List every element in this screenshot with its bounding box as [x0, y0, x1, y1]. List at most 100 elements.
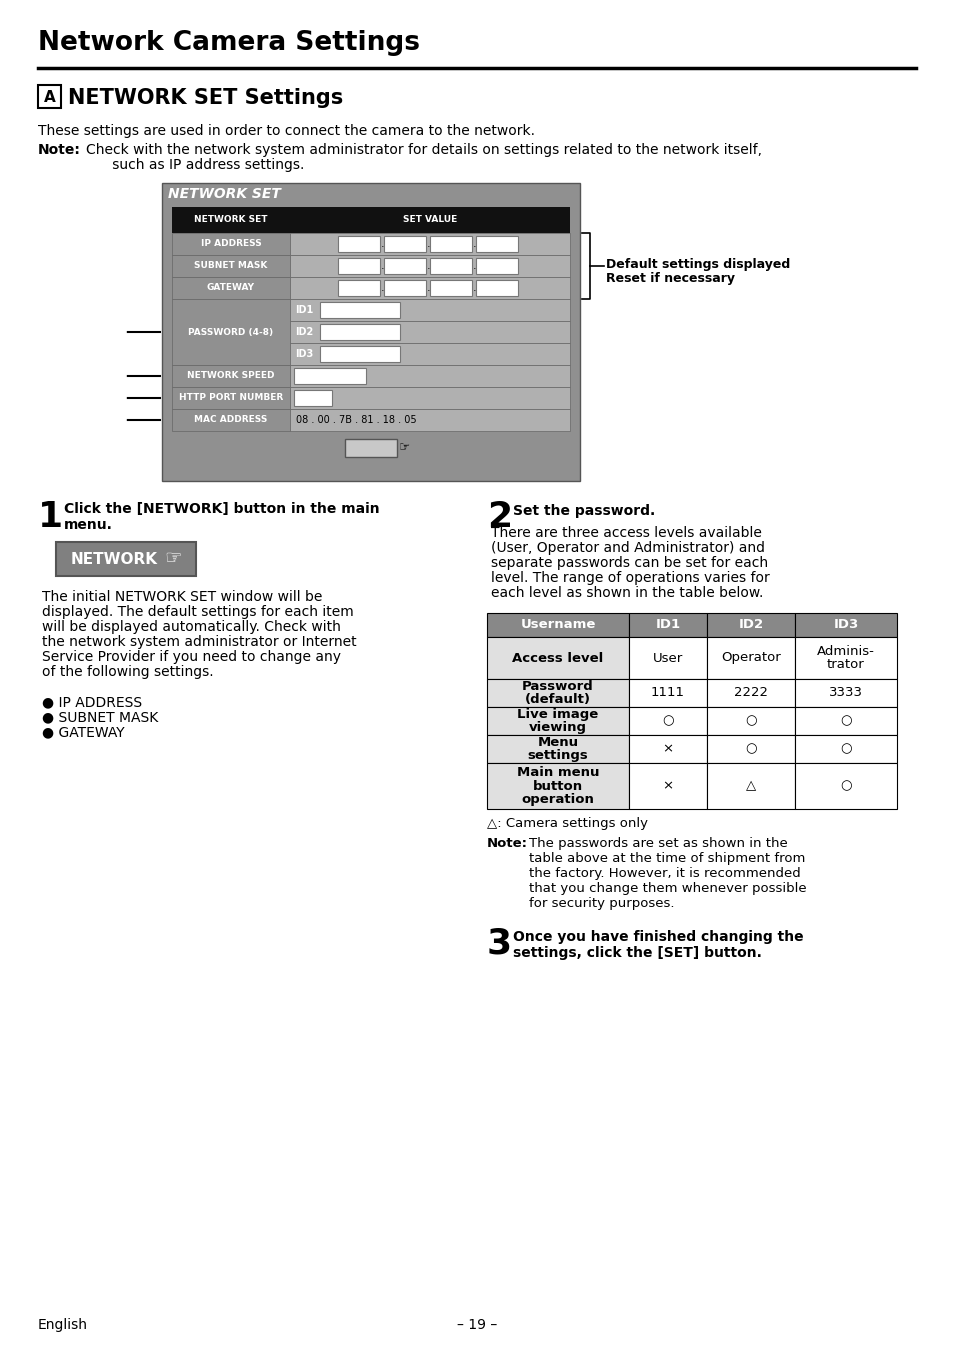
- Bar: [706, 637, 794, 679]
- Text: PASSWORD (4-8): PASSWORD (4-8): [189, 327, 274, 337]
- Bar: [384, 280, 426, 296]
- Text: ID1: ID1: [655, 618, 679, 631]
- Bar: [486, 735, 628, 763]
- Text: NETWORK SET: NETWORK SET: [168, 187, 280, 201]
- Text: Service Provider if you need to change any: Service Provider if you need to change a…: [42, 650, 340, 664]
- Bar: [345, 439, 396, 457]
- Text: Note:: Note:: [38, 143, 81, 157]
- Text: ○: ○: [661, 714, 673, 727]
- Text: ID2: ID2: [738, 618, 762, 631]
- Bar: [628, 679, 706, 707]
- Text: each level as shown in the table below.: each level as shown in the table below.: [491, 585, 762, 600]
- Bar: [486, 637, 628, 679]
- Text: .: .: [380, 261, 384, 270]
- Bar: [172, 256, 290, 277]
- Text: 3: 3: [113, 393, 121, 403]
- Bar: [337, 237, 379, 251]
- Text: NETWORK SET Settings: NETWORK SET Settings: [68, 88, 343, 108]
- Text: 1111: 1111: [324, 306, 348, 315]
- Bar: [172, 299, 290, 365]
- Text: .: .: [380, 239, 384, 249]
- Text: Network Camera Settings: Network Camera Settings: [38, 30, 419, 55]
- Text: Default settings displayed: Default settings displayed: [605, 258, 789, 270]
- Bar: [706, 735, 794, 763]
- Text: 1: 1: [479, 283, 486, 293]
- Bar: [794, 735, 896, 763]
- Bar: [172, 410, 290, 431]
- Text: 0: 0: [434, 283, 439, 293]
- Text: There are three access levels available: There are three access levels available: [491, 526, 761, 539]
- Bar: [162, 183, 579, 481]
- Text: NETWORK SET: NETWORK SET: [194, 215, 268, 224]
- Bar: [628, 763, 706, 808]
- Text: (User, Operator and Administrator) and: (User, Operator and Administrator) and: [491, 541, 764, 556]
- Text: .: .: [427, 239, 430, 249]
- Bar: [628, 612, 706, 637]
- Text: GATEWAY: GATEWAY: [207, 284, 254, 292]
- Text: NETWORK: NETWORK: [71, 552, 157, 566]
- Text: viewing: viewing: [529, 721, 586, 734]
- Text: Access level: Access level: [512, 652, 603, 664]
- Text: that you change them whenever possible: that you change them whenever possible: [529, 882, 806, 895]
- Text: for security purposes.: for security purposes.: [529, 896, 674, 910]
- Text: 2: 2: [479, 239, 486, 249]
- Text: ○: ○: [744, 714, 756, 727]
- Text: the network system administrator or Internet: the network system administrator or Inte…: [42, 635, 356, 649]
- Text: Password: Password: [521, 680, 594, 694]
- Text: settings: settings: [527, 749, 588, 763]
- Bar: [430, 258, 472, 274]
- Text: ○: ○: [840, 780, 851, 792]
- Text: Reset if necessary: Reset if necessary: [605, 272, 734, 285]
- Bar: [794, 612, 896, 637]
- Text: such as IP address settings.: such as IP address settings.: [86, 158, 304, 172]
- Text: Operator: Operator: [720, 652, 781, 664]
- Bar: [706, 707, 794, 735]
- Text: 2222: 2222: [324, 327, 349, 337]
- Text: Once you have finished changing the: Once you have finished changing the: [513, 930, 802, 944]
- Bar: [706, 679, 794, 707]
- Text: The passwords are set as shown in the: The passwords are set as shown in the: [529, 837, 787, 850]
- Bar: [706, 763, 794, 808]
- Bar: [319, 346, 399, 362]
- Text: .: .: [473, 239, 476, 249]
- Text: operation: operation: [521, 792, 594, 806]
- Text: 3333: 3333: [828, 687, 862, 699]
- Text: Check with the network system administrator for details on settings related to t: Check with the network system administra…: [86, 143, 761, 157]
- Bar: [290, 410, 569, 431]
- Text: settings, click the [SET] button.: settings, click the [SET] button.: [513, 946, 761, 960]
- Bar: [319, 301, 399, 318]
- Bar: [290, 277, 569, 299]
- Bar: [290, 320, 569, 343]
- Text: English: English: [38, 1318, 88, 1332]
- Text: △: △: [745, 780, 756, 792]
- Text: ○: ○: [744, 742, 756, 756]
- Text: 255: 255: [434, 261, 453, 270]
- Text: 1111: 1111: [650, 687, 684, 699]
- Text: ▾: ▾: [348, 370, 353, 381]
- Text: ID3: ID3: [294, 349, 313, 360]
- Bar: [172, 387, 290, 410]
- Bar: [172, 207, 569, 233]
- Text: ID2: ID2: [294, 327, 313, 337]
- Text: ● IP ADDRESS: ● IP ADDRESS: [42, 695, 142, 708]
- Text: Main menu: Main menu: [517, 767, 598, 780]
- Text: ×: ×: [661, 742, 673, 756]
- Text: – 19 –: – 19 –: [456, 1318, 497, 1332]
- Bar: [486, 679, 628, 707]
- Text: 1: 1: [113, 327, 121, 337]
- Text: ☞: ☞: [164, 549, 181, 568]
- Circle shape: [108, 389, 126, 407]
- Text: Adminis-: Adminis-: [816, 645, 874, 658]
- Text: 3333: 3333: [324, 349, 348, 360]
- Text: button: button: [533, 780, 582, 792]
- Text: 255: 255: [341, 261, 360, 270]
- Bar: [476, 280, 517, 296]
- Text: level. The range of operations varies for: level. The range of operations varies fo…: [491, 571, 769, 585]
- Text: IP ADDRESS: IP ADDRESS: [200, 239, 261, 249]
- Text: Live image: Live image: [517, 708, 598, 721]
- Text: The initial NETWORK SET window will be: The initial NETWORK SET window will be: [42, 589, 322, 604]
- Text: .: .: [380, 283, 384, 293]
- Text: A: A: [44, 89, 55, 104]
- Bar: [706, 612, 794, 637]
- Text: 192: 192: [341, 283, 360, 293]
